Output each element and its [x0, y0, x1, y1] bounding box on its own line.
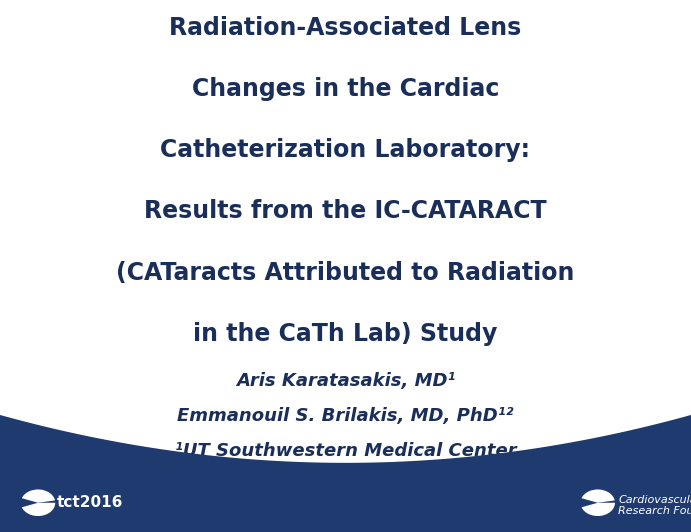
Polygon shape [0, 415, 691, 532]
Text: in the CaTh Lab) Study: in the CaTh Lab) Study [193, 322, 498, 346]
Text: Emmanouil S. Brilakis, MD, PhD¹²: Emmanouil S. Brilakis, MD, PhD¹² [178, 407, 513, 425]
Text: Changes in the Cardiac: Changes in the Cardiac [192, 77, 499, 101]
Text: ¹UT Southwestern Medical Center: ¹UT Southwestern Medical Center [175, 442, 516, 460]
Wedge shape [582, 503, 615, 516]
Text: tct2016: tct2016 [57, 495, 123, 510]
Wedge shape [22, 503, 55, 516]
Text: ²Minneapolis Heart Institute: ²Minneapolis Heart Institute [202, 476, 489, 494]
Text: Radiation-Associated Lens: Radiation-Associated Lens [169, 16, 522, 40]
Text: Aris Karatasakis, MD¹: Aris Karatasakis, MD¹ [236, 372, 455, 390]
Text: Catheterization Laboratory:: Catheterization Laboratory: [160, 138, 531, 162]
Text: Results from the IC-CATARACT: Results from the IC-CATARACT [144, 200, 547, 223]
Text: (CATaracts Attributed to Radiation: (CATaracts Attributed to Radiation [116, 261, 575, 285]
Wedge shape [582, 489, 615, 503]
Text: Cardiovascular
Research Foundation: Cardiovascular Research Foundation [618, 495, 691, 516]
Wedge shape [22, 489, 55, 503]
